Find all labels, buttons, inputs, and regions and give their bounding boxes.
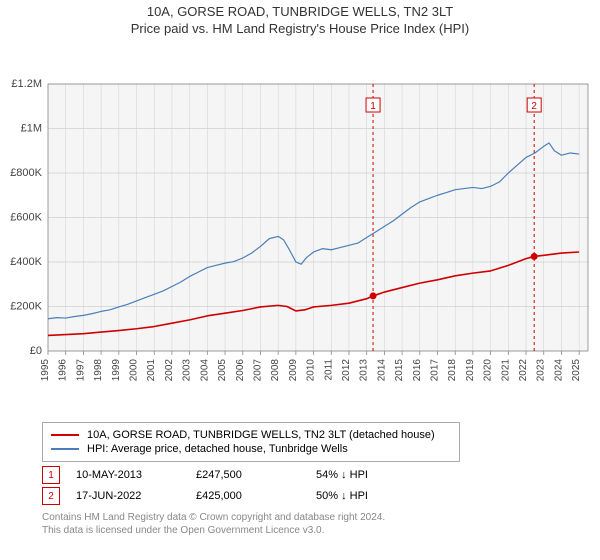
title-main: 10A, GORSE ROAD, TUNBRIDGE WELLS, TN2 3L… <box>0 4 600 19</box>
svg-text:£800K: £800K <box>10 167 42 179</box>
transaction-delta: 50% ↓ HPI <box>316 490 436 502</box>
svg-text:2005: 2005 <box>217 359 228 382</box>
svg-text:2008: 2008 <box>270 359 281 382</box>
svg-text:2020: 2020 <box>483 359 494 382</box>
svg-text:2017: 2017 <box>430 359 441 382</box>
svg-text:2009: 2009 <box>288 359 299 382</box>
transactions-table: 1 10-MAY-2013 £247,500 54% ↓ HPI 2 17-JU… <box>42 466 588 505</box>
svg-text:2004: 2004 <box>199 359 210 382</box>
svg-text:2012: 2012 <box>341 359 352 382</box>
legend-label: HPI: Average price, detached house, Tunb… <box>87 443 348 455</box>
legend-swatch <box>51 448 79 450</box>
chart-container: 10A, GORSE ROAD, TUNBRIDGE WELLS, TN2 3L… <box>0 0 600 537</box>
svg-text:2016: 2016 <box>412 359 423 382</box>
chart-area: £0 £200K £400K £600K £800K £1M £1.2M 1995 1996 19… <box>0 36 600 416</box>
legend: 10A, GORSE ROAD, TUNBRIDGE WELLS, TN2 3L… <box>42 422 460 462</box>
transaction-row: 1 10-MAY-2013 £247,500 54% ↓ HPI <box>42 466 588 484</box>
titles: 10A, GORSE ROAD, TUNBRIDGE WELLS, TN2 3L… <box>0 0 600 36</box>
transaction-date: 10-MAY-2013 <box>76 469 196 481</box>
title-sub: Price paid vs. HM Land Registry's House … <box>0 21 600 36</box>
svg-text:2014: 2014 <box>376 359 387 382</box>
svg-text:1996: 1996 <box>58 359 69 382</box>
svg-text:2002: 2002 <box>164 359 175 382</box>
chart-svg: £0 £200K £400K £600K £800K £1M £1.2M 1995 1996 19… <box>0 36 600 416</box>
svg-text:2021: 2021 <box>500 359 511 382</box>
svg-text:1998: 1998 <box>93 359 104 382</box>
svg-text:1995: 1995 <box>40 359 51 382</box>
svg-text:2025: 2025 <box>571 359 582 382</box>
svg-text:2022: 2022 <box>518 359 529 382</box>
svg-text:2023: 2023 <box>536 359 547 382</box>
transaction-delta: 54% ↓ HPI <box>316 469 436 481</box>
svg-text:£0: £0 <box>30 345 42 357</box>
svg-text:2011: 2011 <box>323 359 334 381</box>
svg-text:1997: 1997 <box>75 359 86 382</box>
svg-text:2000: 2000 <box>129 359 140 382</box>
svg-text:£1M: £1M <box>21 123 42 135</box>
footer-line: Contains HM Land Registry data © Crown c… <box>42 511 588 524</box>
footer: Contains HM Land Registry data © Crown c… <box>42 511 588 537</box>
svg-text:2001: 2001 <box>146 359 157 382</box>
legend-row: 10A, GORSE ROAD, TUNBRIDGE WELLS, TN2 3L… <box>51 429 451 441</box>
svg-text:£1.2M: £1.2M <box>11 78 42 90</box>
svg-text:2024: 2024 <box>553 359 564 382</box>
transaction-row: 2 17-JUN-2022 £425,000 50% ↓ HPI <box>42 487 588 505</box>
marker-badge: 2 <box>42 487 60 505</box>
footer-line: This data is licensed under the Open Gov… <box>42 524 588 537</box>
svg-text:2003: 2003 <box>182 359 193 382</box>
marker-badge: 1 <box>42 466 60 484</box>
svg-text:2019: 2019 <box>465 359 476 382</box>
svg-text:1999: 1999 <box>111 359 122 382</box>
svg-text:2018: 2018 <box>447 359 458 382</box>
svg-text:2007: 2007 <box>252 359 263 382</box>
svg-text:2010: 2010 <box>306 359 317 382</box>
svg-text:2006: 2006 <box>235 359 246 382</box>
transaction-date: 17-JUN-2022 <box>76 490 196 502</box>
legend-row: HPI: Average price, detached house, Tunb… <box>51 443 451 455</box>
svg-text:1: 1 <box>370 101 376 112</box>
svg-text:£600K: £600K <box>10 212 42 224</box>
svg-text:£400K: £400K <box>10 256 42 268</box>
transaction-price: £425,000 <box>196 490 316 502</box>
svg-text:2015: 2015 <box>394 359 405 382</box>
svg-text:£200K: £200K <box>10 301 42 313</box>
svg-text:2013: 2013 <box>359 359 370 382</box>
legend-swatch <box>51 434 79 436</box>
svg-text:2: 2 <box>531 101 537 112</box>
transaction-price: £247,500 <box>196 469 316 481</box>
legend-label: 10A, GORSE ROAD, TUNBRIDGE WELLS, TN2 3L… <box>87 429 435 441</box>
